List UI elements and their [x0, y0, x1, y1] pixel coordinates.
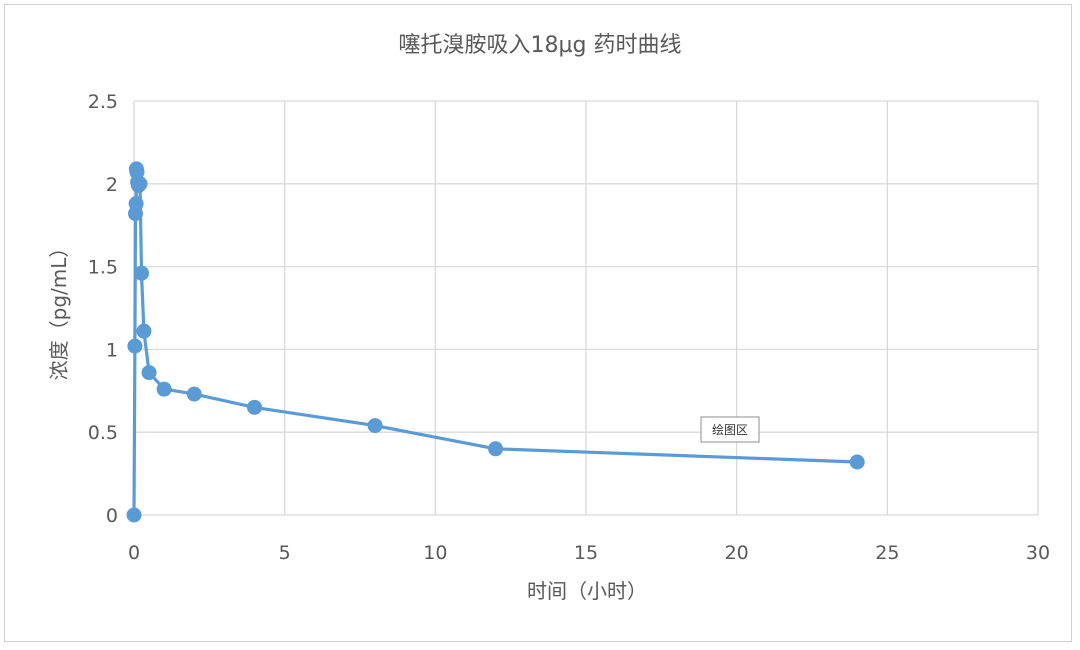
data-point[interactable]	[247, 399, 263, 415]
x-tick-label: 0	[128, 542, 140, 564]
x-tick-label: 30	[1026, 542, 1050, 564]
series-group	[126, 161, 865, 523]
plot-area-tooltip-label: 绘图区	[712, 422, 748, 437]
data-point[interactable]	[141, 365, 157, 381]
tick-labels: 0 0.5 1 1.5 2 2.5 0 5 10 15 20 25 30	[88, 91, 1050, 564]
y-tick-label: 0	[106, 505, 118, 527]
y-tick-label: 1.5	[88, 257, 118, 279]
x-tick-label: 10	[423, 542, 447, 564]
x-tick-label: 15	[574, 542, 598, 564]
y-axis-title: 浓度（pg/mL）	[47, 238, 71, 381]
plot-area-tooltip: 绘图区	[700, 416, 760, 443]
x-axis-title: 时间（小时）	[527, 579, 647, 603]
data-point[interactable]	[128, 196, 144, 212]
chart-frame	[4, 4, 1072, 642]
y-tick-label: 2.5	[88, 91, 118, 113]
data-point[interactable]	[136, 323, 152, 339]
y-tick-label: 1	[106, 339, 118, 361]
x-tick-label: 20	[725, 542, 749, 564]
data-point[interactable]	[134, 265, 150, 281]
x-tick-label: 25	[875, 542, 899, 564]
data-point[interactable]	[127, 338, 143, 354]
x-tick-label: 5	[279, 542, 291, 564]
data-point[interactable]	[126, 507, 142, 523]
chart-title: 噻托溴胺吸入18µg 药时曲线	[399, 33, 682, 58]
data-point[interactable]	[132, 176, 148, 192]
data-point[interactable]	[156, 381, 172, 397]
data-point[interactable]	[367, 418, 383, 434]
series-line	[132, 167, 858, 516]
data-point[interactable]	[488, 441, 504, 457]
y-tick-label: 0.5	[88, 422, 118, 444]
data-point[interactable]	[186, 386, 202, 402]
data-point[interactable]	[849, 454, 865, 470]
y-tick-label: 2	[106, 174, 118, 196]
